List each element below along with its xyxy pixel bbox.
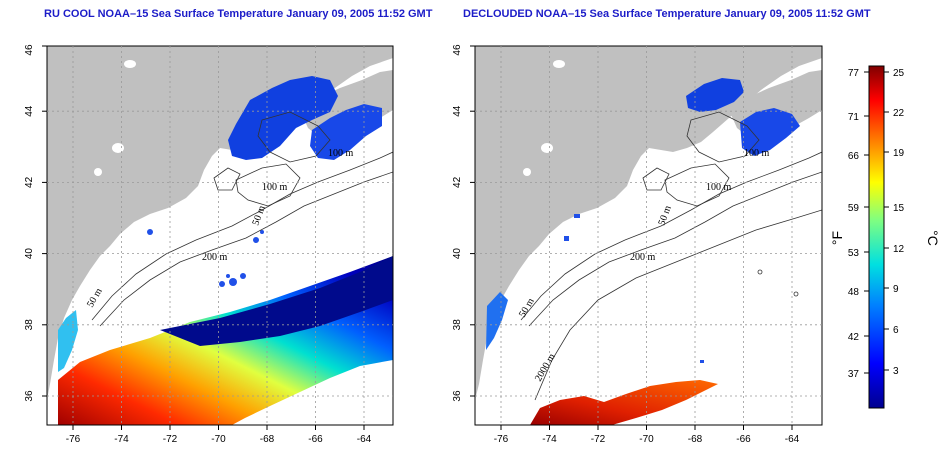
left-lon-tick: -74 — [114, 434, 129, 445]
right-contour-label-6: 100 m — [744, 148, 770, 159]
left-sst-patch-offshore — [147, 229, 264, 287]
left-lon-tick: -72 — [163, 434, 178, 445]
colorbar-c-label: 25 — [893, 68, 905, 79]
right-contour-label-4: 100 m — [706, 182, 732, 193]
right-lon-tick: -66 — [736, 434, 751, 445]
right-lat-tick: 36 — [452, 390, 463, 402]
colorbar-f-label: 48 — [848, 287, 860, 298]
left-lat-tick: 36 — [24, 390, 35, 402]
right-isobath-contours — [520, 111, 822, 401]
right-sst-small-patches — [564, 214, 704, 363]
left-map-title: RU COOL NOAA–15 Sea Surface Temperature … — [44, 8, 433, 20]
colorbar: 77 71 66 59 53 48 42 37 25 22 19 15 12 9… — [829, 65, 941, 409]
left-sst-cold-band — [160, 256, 393, 346]
colorbar-f-label: 37 — [848, 369, 860, 380]
left-lon-tick: -64 — [357, 434, 372, 445]
left-sst-coast-cyan — [58, 310, 78, 372]
colorbar-unit-f: °F — [829, 231, 845, 245]
colorbar-f-label: 42 — [848, 332, 860, 343]
left-lon-tick: -66 — [308, 434, 323, 445]
colorbar-c-label: 22 — [893, 108, 905, 119]
left-axis-ticks — [42, 45, 365, 430]
colorbar-f-label: 66 — [848, 151, 860, 162]
right-lon-tick: -64 — [785, 434, 800, 445]
right-lat-tick: 46 — [452, 44, 463, 56]
right-map-frame — [474, 45, 823, 426]
right-map-title: DECLOUDED NOAA–15 Sea Surface Temperatur… — [463, 8, 871, 20]
right-landmass — [475, 46, 822, 400]
left-map-frame — [46, 45, 394, 426]
colorbar-c-label: 15 — [893, 203, 905, 214]
colorbar-unit-c: °C — [925, 230, 941, 246]
right-contour-label-3: 200 m — [630, 252, 656, 263]
right-lat-tick: 42 — [452, 176, 463, 188]
left-lat-tick: 38 — [24, 319, 35, 331]
colorbar-f-ticks — [864, 71, 889, 374]
left-lat-tick: 46 — [24, 44, 35, 56]
colorbar-c-label: 19 — [893, 148, 905, 159]
left-lon-tick: -68 — [260, 434, 275, 445]
colorbar-f-label: 77 — [848, 68, 860, 79]
left-contour-label-2: 200 m — [202, 252, 228, 263]
right-axis-ticks — [470, 45, 793, 430]
right-sst-coast — [486, 292, 508, 350]
colorbar-f-label: 71 — [848, 112, 860, 123]
colorbar-scale — [868, 65, 885, 409]
right-lon-tick: -72 — [591, 434, 606, 445]
colorbar-c-label: 9 — [893, 284, 899, 295]
right-lon-tick: -68 — [688, 434, 703, 445]
left-lat-tick: 40 — [24, 248, 35, 260]
left-lat-tick: 42 — [24, 176, 35, 188]
right-lon-tick: -70 — [639, 434, 654, 445]
colorbar-f-label: 59 — [848, 203, 860, 214]
left-map: 50 m 200 m 100 m 50 m 100 m -76 -74 -72 … — [24, 44, 394, 445]
right-sst-warm-patch — [530, 380, 718, 425]
right-grid-lines — [475, 46, 822, 425]
left-lat-tick: 44 — [24, 105, 35, 117]
right-lat-tick: 38 — [452, 319, 463, 331]
left-contour-label-3: 100 m — [262, 182, 288, 193]
left-grid-lines — [47, 46, 393, 425]
right-sst-gulf-maine — [686, 78, 744, 112]
left-isobath-contours — [91, 111, 393, 327]
right-map: 50 m 2000 m 200 m 100 m 50 m 100 m -76 -… — [452, 44, 823, 445]
left-contour-label-5: 100 m — [328, 148, 354, 159]
right-lat-tick: 44 — [452, 105, 463, 117]
colorbar-f-label: 53 — [848, 248, 860, 259]
left-sst-gulf-maine — [228, 76, 338, 160]
right-lon-tick: -76 — [494, 434, 509, 445]
colorbar-c-label: 12 — [893, 244, 905, 255]
left-lon-tick: -76 — [66, 434, 81, 445]
left-lon-tick: -70 — [211, 434, 226, 445]
colorbar-c-label: 3 — [893, 366, 899, 377]
right-lon-tick: -74 — [542, 434, 557, 445]
left-landmass — [47, 46, 393, 400]
colorbar-c-label: 6 — [893, 325, 899, 336]
right-lat-tick: 40 — [452, 248, 463, 260]
